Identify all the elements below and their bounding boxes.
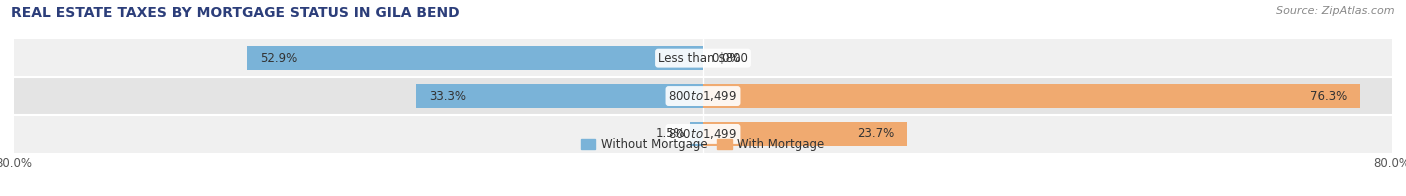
Text: 33.3%: 33.3% bbox=[429, 90, 467, 103]
Bar bbox=[416, 84, 703, 108]
Bar bbox=[14, 39, 1392, 77]
Text: $800 to $1,499: $800 to $1,499 bbox=[668, 89, 738, 103]
Text: 1.5%: 1.5% bbox=[657, 127, 686, 140]
Bar bbox=[690, 122, 703, 146]
Bar bbox=[14, 115, 1392, 153]
Bar bbox=[247, 46, 703, 70]
Text: Less than $800: Less than $800 bbox=[658, 52, 748, 65]
Bar bbox=[703, 122, 907, 146]
Text: 23.7%: 23.7% bbox=[856, 127, 894, 140]
Bar bbox=[14, 77, 1392, 115]
Text: Source: ZipAtlas.com: Source: ZipAtlas.com bbox=[1277, 6, 1395, 16]
Bar bbox=[703, 84, 1360, 108]
Text: 76.3%: 76.3% bbox=[1310, 90, 1347, 103]
Text: 52.9%: 52.9% bbox=[260, 52, 298, 65]
Legend: Without Mortgage, With Mortgage: Without Mortgage, With Mortgage bbox=[576, 134, 830, 156]
Text: $800 to $1,499: $800 to $1,499 bbox=[668, 127, 738, 141]
Text: REAL ESTATE TAXES BY MORTGAGE STATUS IN GILA BEND: REAL ESTATE TAXES BY MORTGAGE STATUS IN … bbox=[11, 6, 460, 20]
Text: 0.0%: 0.0% bbox=[711, 52, 741, 65]
